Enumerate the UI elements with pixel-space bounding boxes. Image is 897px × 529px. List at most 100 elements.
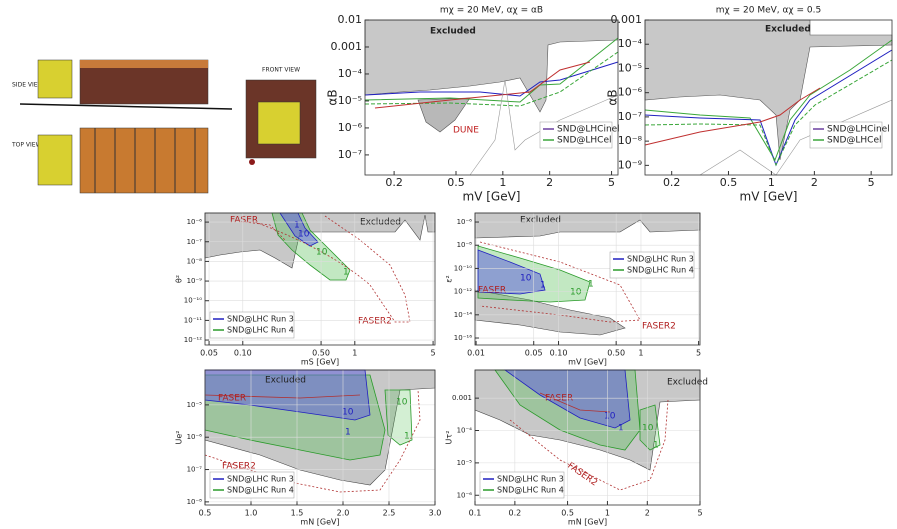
x-tick-label: 1 — [768, 176, 775, 189]
y-tick-label: 10⁻⁸ — [457, 241, 473, 249]
y-tick-label: 10⁻⁷ — [187, 238, 203, 246]
y-tick-label: 10⁻¹¹ — [184, 316, 202, 324]
page: {"detector":{"side_view":"SIDE VIEW","to… — [0, 0, 897, 529]
y-axis-label: αB — [326, 89, 340, 105]
y-tick-label: 10⁻⁷ — [338, 148, 362, 161]
front-view — [246, 80, 316, 165]
y-tick-label: 10⁻⁵ — [457, 459, 473, 467]
x-tick-label: 0.01 — [467, 349, 485, 358]
y-tick-label: 10⁻⁶ — [187, 218, 203, 226]
y-tick-label: 0.001 — [611, 13, 643, 26]
annotation: 10 — [520, 274, 532, 284]
x-tick-label: 0.10 — [234, 349, 252, 358]
annotation: DUNE — [453, 126, 479, 136]
legend: SND@LHCinelSND@LHCel — [540, 122, 620, 148]
annotation: 1 — [345, 428, 351, 438]
x-axis-label: mN [GeV] — [568, 518, 607, 527]
x-axis-label: mS [GeV] — [301, 358, 339, 367]
y-tick-label: 10⁻⁷ — [187, 466, 203, 474]
x-tick-label: 0.2 — [385, 176, 403, 189]
y-tick-label: 10⁻⁹ — [618, 158, 642, 171]
y-tick-label: 10⁻¹⁰ — [184, 297, 202, 305]
annotation: 10 — [604, 412, 616, 422]
y-tick-label: 10⁻⁸ — [618, 134, 643, 147]
y-tick-label: 0.01 — [338, 13, 363, 26]
annotation: 1 — [404, 432, 410, 442]
annotation: 1 — [588, 280, 594, 290]
y-tick-label: 10⁻¹⁴ — [454, 311, 472, 319]
x-tick-label: 2.0 — [337, 509, 350, 518]
x-tick-label: 0.50 — [607, 349, 625, 358]
y-tick-label: 10⁻¹² — [454, 288, 472, 296]
x-tick-label: 5 — [431, 349, 436, 358]
annotation: FASER — [230, 216, 258, 226]
y-tick-label: 0.001 — [331, 40, 363, 53]
legend-label: SND@LHCel — [557, 136, 611, 146]
y-tick-label: 10⁻⁷ — [618, 110, 642, 123]
x-tick-label: 0.05 — [525, 349, 543, 358]
annotation: FASER2 — [565, 461, 598, 489]
y-tick-label: 10⁻⁴ — [338, 67, 363, 80]
annotation: FASER — [545, 394, 573, 404]
annotation: 1 — [540, 281, 546, 291]
legend-label: SND@LHC Run 4 — [227, 486, 294, 495]
x-tick-label: 2.5 — [383, 509, 396, 518]
y-axis-label: θ² — [175, 275, 184, 283]
annotation: 10 — [342, 408, 354, 418]
figure: SIDE VIEW TOP VIEW FRONT VIEW Excluded D… — [0, 0, 897, 529]
y-tick-label: 10⁻⁵ — [618, 61, 642, 74]
x-tick-label: 1.0 — [245, 509, 258, 518]
y-tick-label: 10⁻¹⁰ — [454, 264, 472, 272]
annotation: Excluded — [667, 378, 708, 388]
annotation: 10 — [316, 248, 328, 258]
annotation: 10 — [298, 230, 310, 240]
y-tick-label: 10⁻⁶ — [618, 86, 643, 99]
y-tick-label: 10⁻⁸ — [187, 257, 203, 265]
x-tick-label: 2 — [546, 176, 553, 189]
annotation: FASER — [218, 394, 246, 404]
y-tick-label: 10⁻⁹ — [187, 277, 203, 285]
top-view — [38, 128, 208, 193]
x-tick-label: 2 — [811, 176, 818, 189]
y-axis-label: αB — [606, 89, 620, 105]
x-tick-label: 0.2 — [663, 176, 681, 189]
y-tick-label: 10⁻⁵ — [338, 94, 362, 107]
x-tick-label: 1 — [352, 349, 357, 358]
y-axis-label: Ue² — [175, 431, 184, 445]
x-axis-label: mV [GeV] — [463, 190, 521, 204]
y-tick-label: 10⁻¹⁶ — [454, 334, 472, 342]
annotation: FASER — [478, 286, 506, 296]
legend-label: SND@LHC Run 4 — [497, 486, 564, 495]
annotation: 1 — [653, 441, 659, 451]
annotation: Excluded — [360, 218, 401, 228]
y-tick-label: 10⁻⁸ — [187, 498, 203, 506]
legend-label: SND@LHCel — [827, 136, 881, 146]
y-tick-label: 0.001 — [452, 394, 472, 402]
y-tick-label: 10⁻⁶ — [457, 218, 473, 226]
x-tick-label: 3.0 — [429, 509, 442, 518]
detector-drawing: SIDE VIEW TOP VIEW FRONT VIEW — [11, 60, 316, 193]
annotation: FASER2 — [358, 317, 392, 327]
front-view-label: FRONT VIEW — [262, 67, 300, 74]
x-tick-label: 0.1 — [469, 509, 482, 518]
y-tick-label: 10⁻⁶ — [338, 121, 363, 134]
legend-label: SND@LHCinel — [557, 125, 620, 135]
x-tick-label: 0.2 — [508, 509, 521, 518]
legend-label: SND@LHC Run 3 — [497, 475, 564, 484]
side-view — [20, 60, 232, 109]
y-tick-label: 10⁻⁴ — [618, 37, 643, 50]
x-tick-label: 5 — [608, 176, 615, 189]
x-tick-label: 0.5 — [720, 176, 738, 189]
x-tick-label: 2 — [645, 509, 650, 518]
panel-title: mχ = 20 MeV, αχ = αB — [440, 6, 543, 16]
x-tick-label: 0.5 — [561, 509, 574, 518]
contours: FASER Excluded FASER2 1 10 10 1 — [205, 213, 435, 327]
panel-title: mχ = 20 MeV, αχ = 0.5 — [716, 6, 821, 16]
top-view-label: TOP VIEW — [11, 142, 42, 149]
x-tick-label: 1 — [605, 509, 610, 518]
legend: SND@LHC Run 3 SND@LHC Run 4 — [480, 472, 564, 498]
annotation: Excluded — [430, 27, 476, 37]
legend-label: SND@LHC Run 4 — [627, 266, 694, 275]
